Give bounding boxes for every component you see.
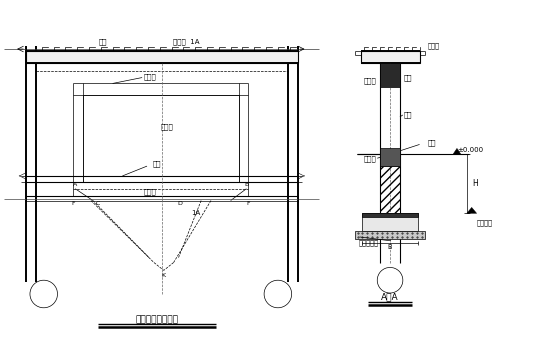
Bar bbox=[73, 182, 248, 196]
Text: B: B bbox=[244, 182, 249, 187]
Text: B: B bbox=[388, 244, 392, 250]
Text: H: H bbox=[473, 179, 479, 188]
Text: K: K bbox=[162, 273, 166, 278]
Bar bbox=[83, 95, 238, 182]
Text: 门梁架: 门梁架 bbox=[144, 73, 156, 80]
Text: 空心板  1A: 空心板 1A bbox=[173, 39, 199, 45]
Text: F: F bbox=[247, 201, 250, 206]
Bar bbox=[380, 166, 400, 213]
Text: 地梁架: 地梁架 bbox=[364, 155, 376, 162]
Bar bbox=[380, 63, 400, 87]
Text: 基础标高: 基础标高 bbox=[476, 220, 493, 226]
Polygon shape bbox=[453, 148, 461, 154]
Text: 地基梁: 地基梁 bbox=[144, 189, 156, 195]
Text: 1A: 1A bbox=[192, 210, 201, 216]
Text: A: A bbox=[73, 182, 78, 187]
Bar bbox=[360, 51, 420, 63]
Text: C: C bbox=[95, 201, 100, 206]
Text: F: F bbox=[72, 201, 75, 206]
Bar bbox=[26, 51, 298, 63]
Text: 门框架: 门框架 bbox=[364, 77, 376, 84]
Text: 地梁: 地梁 bbox=[428, 139, 436, 146]
Bar bbox=[363, 213, 417, 231]
Text: D: D bbox=[177, 201, 182, 206]
Text: 门柱在: 门柱在 bbox=[160, 123, 173, 130]
Bar bbox=[380, 148, 400, 166]
Text: 混凝土垫层: 混凝土垫层 bbox=[359, 239, 378, 246]
Text: ±0.000: ±0.000 bbox=[457, 147, 483, 153]
Text: 圈梁: 圈梁 bbox=[99, 39, 107, 45]
Text: 圈梁: 圈梁 bbox=[404, 74, 412, 81]
Bar bbox=[354, 231, 425, 239]
Text: 空心板: 空心板 bbox=[428, 43, 440, 50]
Bar bbox=[363, 213, 417, 217]
Text: 墙壁: 墙壁 bbox=[404, 112, 412, 118]
Text: 地梁: 地梁 bbox=[153, 161, 161, 168]
Text: A－A: A－A bbox=[381, 292, 399, 301]
Polygon shape bbox=[467, 207, 476, 213]
Text: 图一，门框架布置: 图一，门框架布置 bbox=[136, 315, 178, 324]
